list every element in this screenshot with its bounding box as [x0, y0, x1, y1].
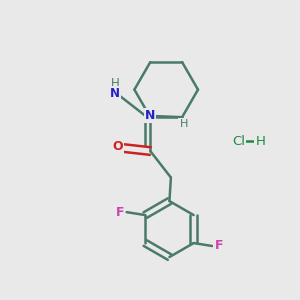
Text: O: O: [112, 140, 123, 153]
Text: N: N: [145, 109, 155, 122]
Text: H: H: [179, 119, 188, 129]
Text: F: F: [116, 206, 124, 219]
Text: N: N: [110, 87, 120, 100]
Text: F: F: [214, 239, 223, 253]
Text: H: H: [256, 135, 266, 148]
Text: H: H: [111, 77, 120, 90]
Text: Cl: Cl: [232, 135, 245, 148]
